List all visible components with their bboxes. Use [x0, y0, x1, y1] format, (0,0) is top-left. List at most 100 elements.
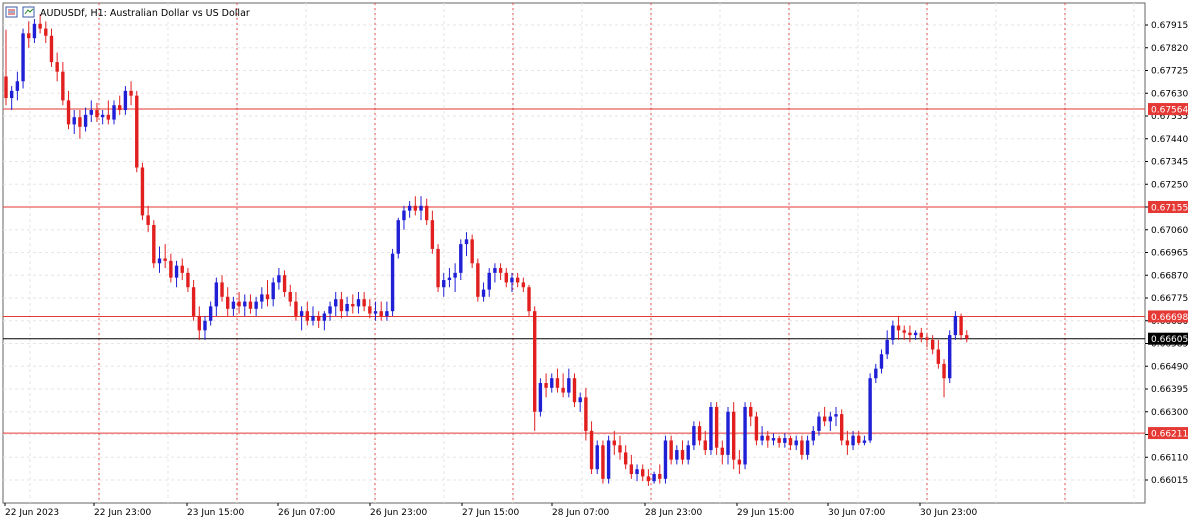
candle-body [100, 114, 105, 118]
candle [538, 378, 543, 417]
candle-body [339, 299, 344, 312]
y-tick-label: 0.66775 [1151, 294, 1188, 304]
candle [248, 294, 253, 314]
current-price-badge-bg [1148, 332, 1188, 345]
candle-body [953, 315, 958, 336]
candle-body [879, 354, 884, 369]
candle [146, 205, 150, 233]
candle-body [72, 117, 76, 125]
candle-body [862, 440, 867, 443]
candle-body [220, 282, 224, 297]
candle-body [282, 275, 287, 293]
candle-body [169, 260, 173, 278]
candle-body [612, 440, 616, 446]
candle [641, 464, 645, 482]
candle [936, 339, 941, 369]
candle-body [146, 215, 150, 225]
candle [766, 430, 770, 448]
candle [948, 330, 952, 384]
candle-body [623, 452, 628, 465]
candle [777, 435, 781, 448]
candle [794, 435, 798, 451]
candle-body [510, 277, 514, 283]
candle-body [123, 90, 128, 111]
candle [260, 287, 264, 309]
candle-body [322, 313, 327, 321]
candle-body [544, 383, 548, 388]
candle [618, 435, 622, 460]
candle-body [658, 474, 662, 479]
candle-body [9, 90, 14, 99]
candle [697, 421, 702, 446]
candle [243, 294, 247, 316]
candle-body [237, 301, 241, 307]
y-tick-label: 0.67915 [1151, 21, 1188, 31]
candle [424, 198, 429, 225]
candle-body [669, 440, 673, 460]
candle [919, 327, 923, 343]
candle-body [118, 105, 122, 111]
candle [476, 258, 480, 302]
y-tick-label: 0.67250 [1151, 180, 1188, 190]
candle-body [163, 258, 167, 261]
candle-body [595, 445, 599, 470]
candle [572, 373, 577, 407]
candle [203, 315, 207, 340]
candle-body [470, 239, 474, 264]
candle-body [567, 378, 571, 393]
candle-body [726, 411, 730, 455]
chart-mode-icon[interactable] [22, 6, 35, 18]
candle-body [32, 23, 37, 39]
candle [913, 330, 918, 340]
candle-body [720, 447, 725, 455]
candle-body [89, 110, 93, 115]
candle-body [157, 258, 162, 264]
candle-body [743, 406, 747, 465]
candle [220, 275, 224, 302]
candle [100, 110, 105, 125]
session-separators [98, 3, 1066, 503]
candle-body [328, 306, 332, 314]
candle-body [390, 253, 395, 312]
candle [436, 244, 440, 293]
candle-body [874, 368, 878, 379]
candle-body [663, 440, 668, 479]
candle [709, 402, 713, 455]
candle [396, 217, 400, 259]
candle-body [78, 117, 82, 127]
candle [675, 445, 679, 465]
candle-body [407, 205, 412, 211]
candle-body [447, 277, 452, 281]
candle [66, 90, 71, 130]
candle-body [885, 339, 889, 355]
candle [783, 433, 787, 448]
candle-body [771, 438, 776, 441]
candle [857, 430, 861, 446]
candle-body [839, 414, 844, 441]
chart-settings-icon[interactable] [5, 6, 18, 18]
y-tick-label: 0.67060 [1151, 226, 1188, 236]
candle-body [896, 325, 901, 331]
candle [402, 205, 406, 230]
y-tick-label: 0.67345 [1151, 158, 1188, 168]
candle-body [277, 275, 281, 283]
candle [498, 263, 503, 281]
candle-body [629, 464, 634, 475]
candle-body [805, 440, 810, 455]
candle [265, 280, 270, 307]
candle [902, 325, 906, 340]
level-badge-text: 0.66211 [1151, 430, 1188, 440]
candle [373, 301, 378, 321]
candle [811, 426, 815, 446]
candle-body [515, 277, 520, 283]
candle-body [737, 459, 742, 465]
candle [891, 320, 895, 345]
candle [817, 411, 821, 436]
candle-body [83, 114, 88, 127]
candle [612, 430, 616, 455]
candle [180, 258, 184, 281]
candle [231, 296, 236, 316]
candle-body [373, 311, 378, 314]
